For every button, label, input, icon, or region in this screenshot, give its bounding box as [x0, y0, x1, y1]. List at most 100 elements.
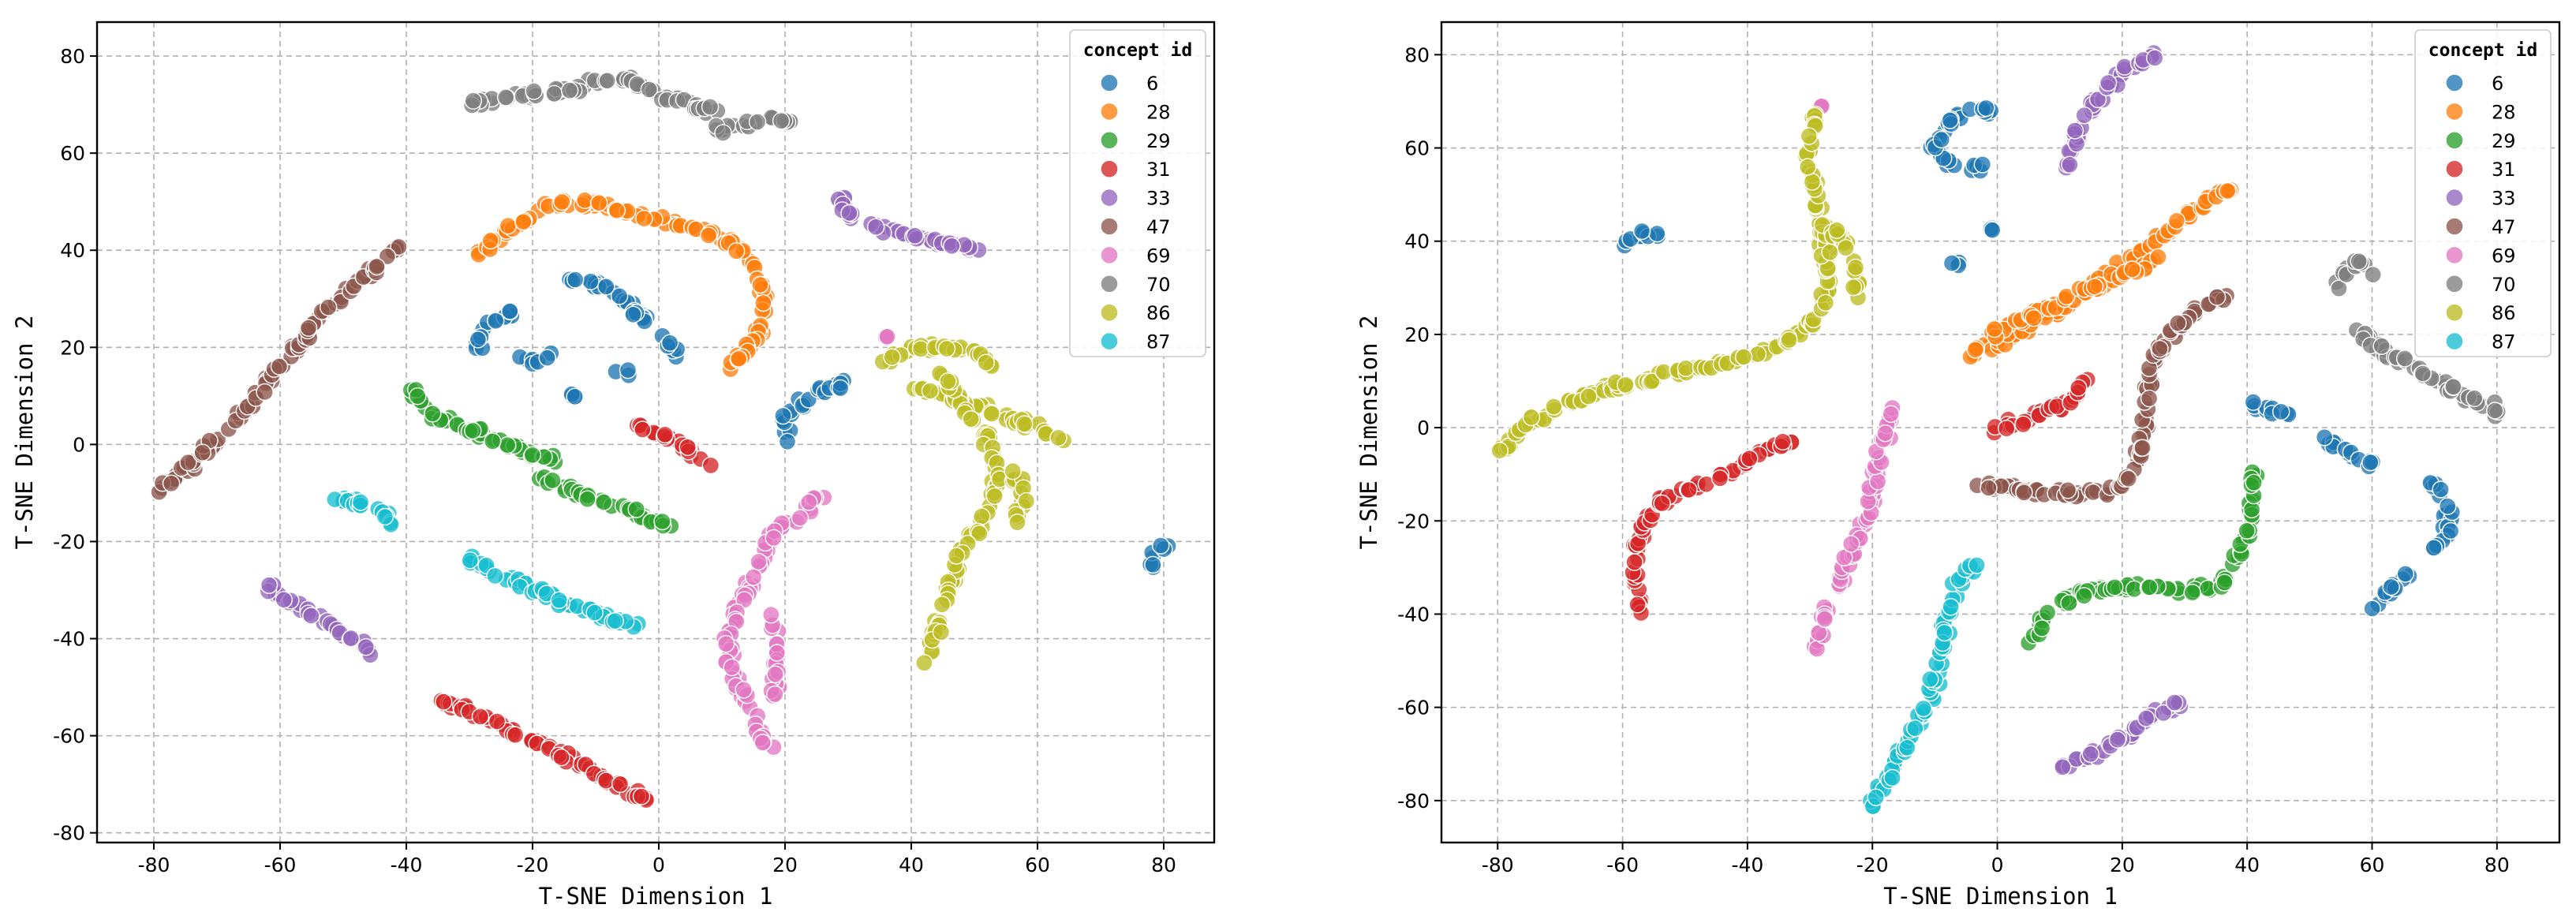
legend-label: 6 — [2492, 73, 2503, 95]
point-concept-29 — [2215, 574, 2234, 592]
point-concept-28 — [481, 231, 499, 250]
point-concept-86 — [1827, 221, 1846, 239]
x-tick-label: -60 — [264, 854, 297, 876]
point-concept-6 — [2432, 480, 2450, 499]
point-concept-6 — [2271, 402, 2290, 421]
point-concept-70 — [2486, 402, 2504, 420]
point-concept-87 — [1921, 670, 1939, 689]
point-concept-28 — [2218, 181, 2237, 200]
point-concept-87 — [585, 604, 604, 622]
point-concept-47 — [2119, 469, 2137, 488]
point-concept-86 — [921, 382, 940, 400]
point-concept-69 — [799, 493, 818, 511]
point-concept-87 — [1914, 699, 1933, 718]
point-concept-33 — [2061, 155, 2079, 174]
series-87 — [326, 489, 648, 636]
point-concept-87 — [1906, 719, 1924, 738]
point-concept-69 — [1835, 548, 1853, 566]
y-tick-label: 20 — [60, 336, 85, 359]
point-concept-87 — [376, 507, 394, 526]
point-concept-31 — [435, 693, 453, 711]
point-concept-29 — [2075, 587, 2093, 605]
point-concept-33 — [357, 638, 375, 656]
legend-label: 29 — [2492, 130, 2516, 152]
series-31 — [1624, 371, 2097, 622]
point-concept-86 — [982, 405, 1001, 423]
point-concept-28 — [751, 275, 769, 294]
point-concept-86 — [1846, 258, 1865, 277]
point-concept-6 — [1151, 536, 1170, 555]
legend-marker — [1100, 331, 1119, 351]
point-concept-6 — [581, 272, 600, 290]
point-concept-28 — [553, 192, 571, 211]
point-concept-70 — [2395, 349, 2414, 368]
legend-label: 29 — [1146, 130, 1171, 152]
legend-label: 69 — [2492, 245, 2516, 267]
point-concept-70 — [464, 92, 482, 110]
series-70 — [462, 68, 799, 142]
point-concept-29 — [578, 490, 596, 508]
point-concept-70 — [748, 113, 767, 131]
point-concept-33 — [2115, 58, 2133, 76]
point-concept-28 — [499, 217, 518, 235]
point-concept-69 — [1882, 405, 1900, 423]
point-concept-69 — [717, 635, 735, 653]
y-axis-label: T-SNE Dimension 2 — [11, 316, 38, 550]
point-concept-70 — [701, 98, 720, 116]
point-concept-47 — [193, 443, 211, 462]
point-concept-33 — [342, 629, 360, 648]
point-concept-47 — [2058, 481, 2077, 499]
y-tick-label: -40 — [1397, 603, 1430, 626]
point-concept-86 — [1049, 428, 1067, 447]
point-concept-31 — [1997, 420, 2016, 438]
point-concept-47 — [390, 237, 408, 256]
point-concept-47 — [256, 383, 274, 402]
point-concept-29 — [523, 446, 541, 464]
point-concept-86 — [1004, 462, 1022, 480]
point-concept-70 — [640, 80, 658, 99]
point-concept-86 — [977, 353, 995, 372]
point-concept-29 — [409, 387, 427, 405]
series-28 — [1961, 181, 2240, 366]
point-concept-70 — [598, 72, 616, 90]
legend-label: 33 — [2492, 188, 2516, 210]
point-concept-70 — [714, 124, 732, 142]
point-concept-69 — [762, 606, 780, 624]
point-concept-28 — [1985, 320, 2004, 338]
x-tick-label: 40 — [2234, 854, 2260, 876]
point-concept-6 — [1648, 224, 1666, 243]
x-tick-label: -60 — [1606, 854, 1639, 876]
legend-label: 87 — [1146, 331, 1171, 353]
point-concept-28 — [2085, 278, 2104, 296]
point-concept-86 — [1798, 158, 1817, 176]
point-concept-31 — [1628, 596, 1647, 614]
point-concept-6 — [774, 406, 792, 425]
point-concept-69 — [744, 568, 763, 586]
point-concept-6 — [831, 379, 850, 398]
y-tick-label: -20 — [53, 530, 85, 553]
point-concept-33 — [943, 237, 961, 255]
point-concept-86 — [1800, 127, 1819, 145]
series-87 — [1861, 556, 1986, 816]
point-concept-28 — [608, 201, 626, 219]
point-concept-47 — [299, 319, 318, 337]
legend-label: 31 — [1146, 159, 1171, 181]
legend-marker — [2445, 159, 2464, 178]
point-concept-6 — [660, 334, 679, 352]
point-concept-29 — [2140, 578, 2159, 596]
legend-marker — [2445, 303, 2464, 322]
point-concept-29 — [424, 405, 442, 423]
y-axis-label: T-SNE Dimension 2 — [1355, 316, 1382, 550]
point-concept-33 — [2145, 49, 2164, 67]
point-concept-6 — [610, 287, 629, 305]
point-concept-86 — [1545, 398, 1563, 416]
x-tick-label: -40 — [391, 854, 423, 876]
point-concept-86 — [915, 654, 933, 672]
legend-label: 87 — [2492, 331, 2516, 353]
x-tick-label: 80 — [1151, 854, 1176, 876]
point-concept-31 — [1774, 432, 1792, 450]
point-concept-31 — [506, 726, 525, 744]
series-31 — [432, 416, 720, 809]
series-33 — [259, 189, 988, 664]
point-concept-29 — [464, 421, 482, 440]
